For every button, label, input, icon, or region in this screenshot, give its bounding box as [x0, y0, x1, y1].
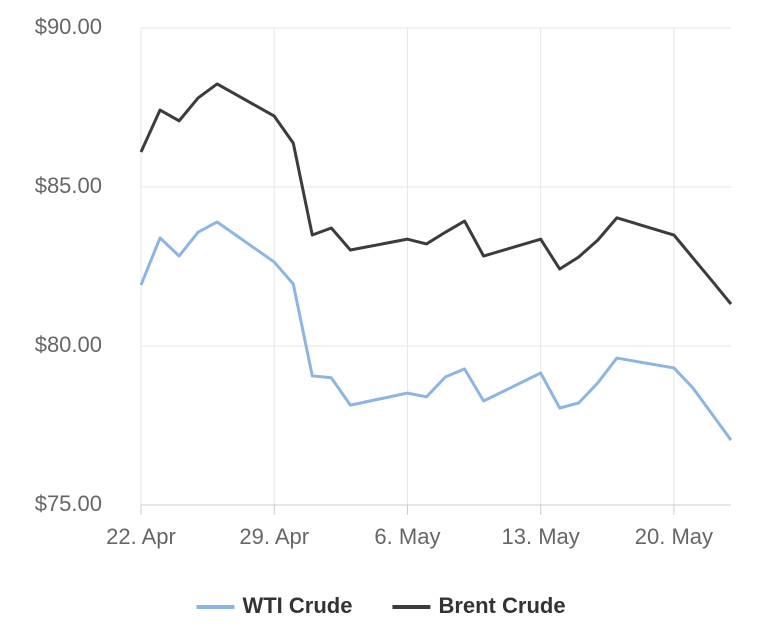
x-tick-label: 29. Apr — [239, 524, 309, 549]
y-tick-label: $90.00 — [35, 14, 102, 39]
series-line — [139, 82, 733, 305]
series-line — [139, 220, 733, 442]
x-tick-label: 20. May — [635, 524, 713, 549]
legend-label: Brent Crude — [438, 593, 565, 618]
legend-label: WTI Crude — [242, 593, 352, 618]
x-tick-label: 13. May — [502, 524, 580, 549]
y-tick-label: $85.00 — [35, 173, 102, 198]
legend: WTI Crude Brent Crude — [196, 593, 566, 618]
y-tick-label: $80.00 — [35, 332, 102, 357]
x-tick-label: 6. May — [374, 524, 440, 549]
y-tick-label: $75.00 — [35, 491, 102, 516]
x-tick-label: 22. Apr — [106, 524, 176, 549]
